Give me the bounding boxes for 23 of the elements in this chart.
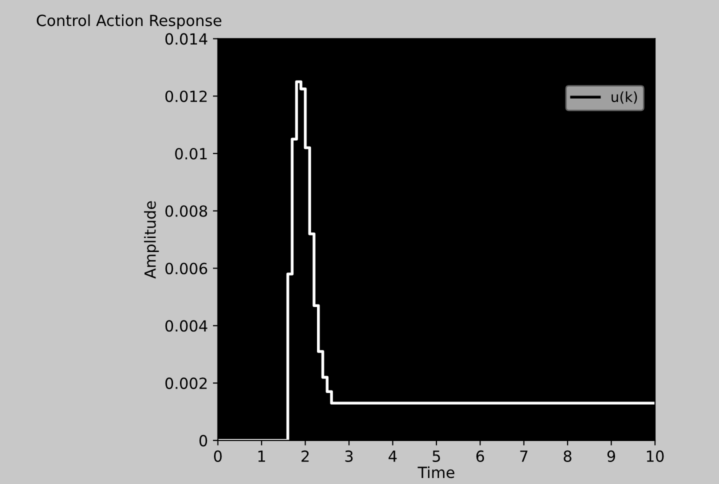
x-tick-label: 4 xyxy=(388,450,397,462)
x-tick-label: 7 xyxy=(520,450,528,462)
x-tick-label: 9 xyxy=(607,450,616,462)
x-tick-label: 0 xyxy=(214,450,222,462)
y-tick-label: 0.012 xyxy=(165,90,207,102)
x-tick-label: 10 xyxy=(646,450,664,462)
x-tick-label: 3 xyxy=(345,450,353,462)
x-axis-title: Time xyxy=(418,466,454,478)
y-tick-label: 0 xyxy=(199,434,208,446)
y-tick-label: 0.014 xyxy=(165,33,208,45)
y-tick-label: 0.002 xyxy=(165,378,207,390)
y-tick-label: 0.008 xyxy=(165,205,208,217)
text: u(k) xyxy=(612,91,637,104)
x-tick-label: 1 xyxy=(258,450,266,462)
x-tick-label: 6 xyxy=(476,450,484,462)
y-tick-label: 0.006 xyxy=(165,262,208,274)
chart-title: Control Action Response xyxy=(36,14,222,30)
x-tick-label: 2 xyxy=(302,450,309,462)
x-tick-label: 5 xyxy=(432,450,440,462)
y-tick-label: 0.004 xyxy=(165,320,208,332)
y-tick-label: 0.01 xyxy=(175,148,207,160)
y-axis-title: Amplitude xyxy=(144,201,159,279)
x-tick-label: 8 xyxy=(564,450,572,462)
